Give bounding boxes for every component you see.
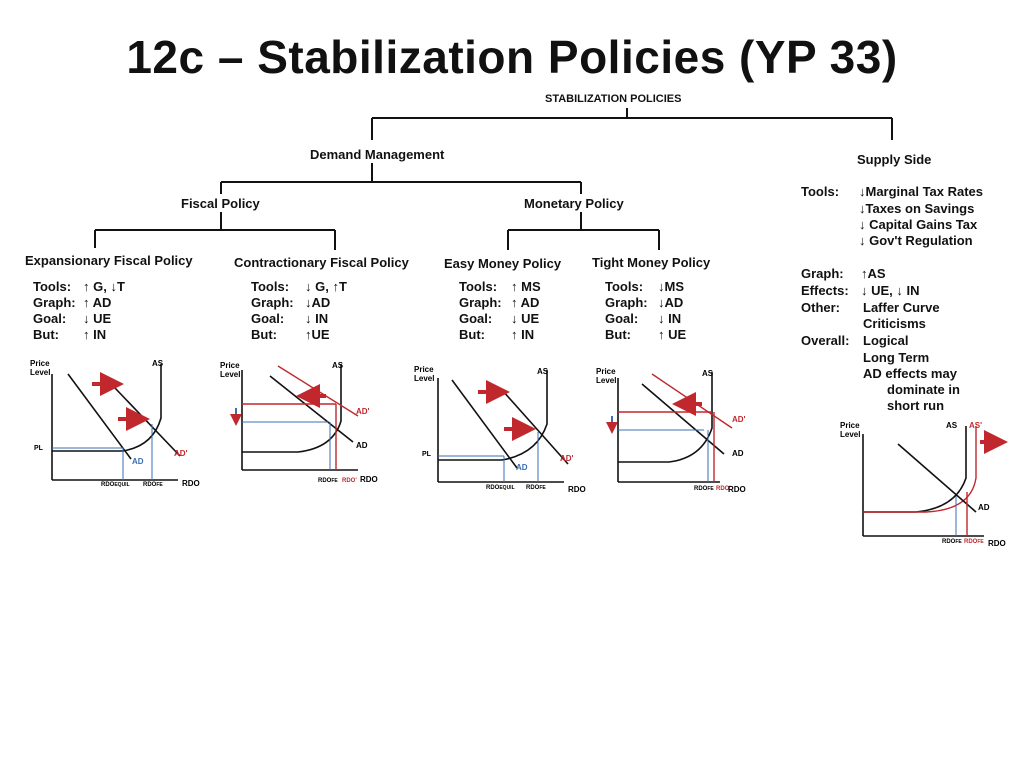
rdo-fe-prime-label: RDOFE [964, 539, 984, 545]
ad-prime-label: AD' [732, 415, 746, 424]
ad-label: AD [978, 503, 990, 512]
graph-supply-side: Price Level AS AS' AD RDOFE RDOFE RDO [840, 421, 1008, 548]
level-label: Level [840, 430, 860, 439]
fiscal-policy-node: Fiscal Policy [181, 196, 260, 211]
rdo-fe-label: RDOFE [526, 485, 546, 491]
rdo-axis-label: RDO [728, 485, 746, 494]
ad-label: AD [732, 449, 744, 458]
level-label: Level [596, 376, 616, 385]
ad-prime-label: AD' [356, 407, 370, 416]
rdo-axis-label: RDO [568, 485, 586, 494]
as-label: AS [537, 367, 549, 376]
rdo-equil-label: RDOEQUIL [486, 485, 515, 491]
monetary-policy-node: Monetary Policy [524, 196, 624, 211]
price-label: Price [596, 367, 616, 376]
pl-label: PL [422, 451, 432, 458]
price-label: Price [30, 359, 50, 368]
level-label: Level [414, 374, 434, 383]
ad-label: AD [516, 463, 528, 472]
graph-tight-money: Price Level AS AD' AD RDOFE RDO' RDO [596, 367, 746, 494]
graph-expansionary-fiscal: Price Level AS AD AD' PL RDOEQUIL RDOFE … [30, 359, 200, 488]
rdo-fe-label: RDOFE [694, 486, 714, 492]
as-label: AS [152, 359, 164, 368]
rdo-axis-label: RDO [988, 539, 1006, 548]
level-label: Level [30, 368, 50, 377]
rdo-axis-label: RDO [182, 479, 200, 488]
price-label: Price [840, 421, 860, 430]
as-label: AS [332, 361, 344, 370]
tight-money-header: Tight Money Policy [592, 255, 711, 270]
as-label: AS [702, 369, 714, 378]
pl-label: PL [34, 445, 44, 452]
slide-title: 12c – Stabilization Policies (YP 33) [126, 31, 898, 83]
rdo-prime-label: RDO' [342, 478, 357, 484]
as-label: AS [946, 421, 958, 430]
rdo-prime-label: RDO' [716, 486, 731, 492]
rdo-equil-label: RDOEQUIL [101, 482, 130, 488]
rdo-fe-label: RDOFE [942, 539, 962, 545]
graph-contractionary-fiscal: Price Level AS AD' AD RDOFE RDO' RDO [220, 361, 378, 484]
level-label: Level [220, 370, 240, 379]
demand-management-node: Demand Management [310, 147, 445, 162]
ad-label: AD [132, 457, 144, 466]
ad-label: AD [356, 441, 368, 450]
rdo-axis-label: RDO [360, 475, 378, 484]
ad-prime-label: AD' [174, 449, 188, 458]
easy-money-header: Easy Money Policy [444, 256, 562, 271]
as-prime-label: AS' [969, 421, 982, 430]
rdo-fe-label: RDOFE [318, 478, 338, 484]
graph-easy-money: Price Level AS AD AD' PL RDOEQUIL RDOFE … [414, 365, 586, 494]
rdo-fe-label: RDOFE [143, 482, 163, 488]
root-node: STABILIZATION POLICIES [545, 93, 682, 105]
expansionary-fiscal-header: Expansionary Fiscal Policy [25, 253, 193, 268]
contractionary-fiscal-header: Contractionary Fiscal Policy [234, 255, 409, 270]
supply-side-node: Supply Side [857, 152, 932, 167]
supply-side-details: Tools: ↓Marginal Tax Rates ↓Taxes on Sav… [801, 184, 984, 413]
price-label: Price [220, 361, 240, 370]
price-label: Price [414, 365, 434, 374]
ad-prime-label: AD' [560, 454, 574, 463]
